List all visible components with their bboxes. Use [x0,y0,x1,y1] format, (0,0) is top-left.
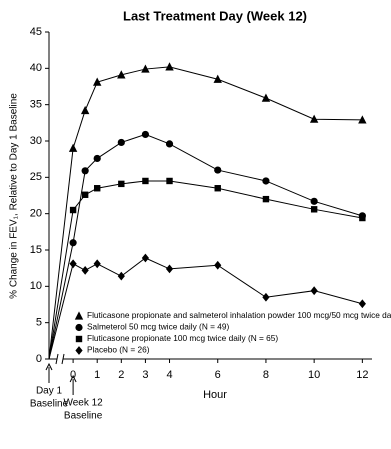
annotation: Baseline [30,399,69,410]
marker [141,130,150,139]
marker [69,259,77,269]
marker [262,195,270,203]
marker [310,197,318,205]
marker [93,259,101,269]
marker [359,214,366,222]
y-tick-label: 45 [30,26,42,38]
y-tick-label: 0 [36,353,42,365]
marker [214,166,222,174]
marker [81,265,89,275]
y-tick-label: 35 [30,99,42,111]
marker [142,177,149,185]
marker [141,253,150,263]
marker [93,77,102,86]
marker [81,191,89,198]
legend-marker [75,335,83,343]
marker [213,74,222,83]
marker [81,167,89,175]
legend-label: Placebo (N = 26) [87,345,150,355]
y-tick-label: 30 [30,135,42,147]
y-tick-label: 15 [30,244,42,256]
axis-break [55,353,59,365]
x-tick-label: 4 [166,369,172,381]
x-tick-label: 3 [142,369,148,381]
x-tick-label: 12 [356,369,368,381]
annotation: Week 12 [63,398,103,409]
marker [117,271,125,281]
axis-break [61,353,65,365]
marker [165,140,174,148]
marker [141,64,150,73]
x-axis-label: Hour [203,389,227,401]
marker [310,286,318,296]
y-tick-label: 20 [30,208,42,220]
marker [94,185,101,192]
marker [214,260,222,270]
x-tick-label: 1 [94,369,100,381]
marker [358,115,367,124]
x-tick-label: 8 [263,369,269,381]
marker [117,70,126,79]
marker [261,93,271,102]
y-axis-label: % Change in FEV₁, Relative to Day 1 Base… [9,93,20,299]
x-tick-label: 6 [215,369,221,381]
marker [117,138,125,147]
marker [165,264,174,274]
marker [80,105,90,115]
marker [262,292,270,302]
marker [69,206,77,214]
y-tick-label: 10 [30,280,42,292]
y-tick-label: 25 [30,171,42,183]
marker [69,239,77,247]
marker [68,143,78,152]
marker [214,185,221,192]
legend-marker [74,311,84,320]
chart-title: Last Treatment Day (Week 12) [123,8,307,23]
marker [358,299,366,309]
x-tick-label: 10 [308,369,320,381]
x-tick-label: 2 [118,369,124,381]
marker [310,206,318,213]
legend-marker [75,346,83,355]
marker [165,62,174,71]
annotation: Day 1 [36,386,63,397]
annotation-arrowhead [69,374,77,383]
annotation-arrowhead [45,362,53,371]
marker [118,180,125,188]
y-tick-label: 40 [30,62,42,74]
marker [309,114,319,123]
legend-label: Salmeterol 50 mcg twice daily (N = 49) [87,322,229,332]
marker [93,154,101,163]
y-tick-label: 5 [36,317,42,329]
legend-marker [75,323,83,332]
annotation: Baseline [64,411,103,422]
legend-label: Fluticasone propionate and salmeterol in… [87,310,391,320]
marker [262,177,270,185]
marker [166,177,173,185]
legend-label: Fluticasone propionate 100 mcg twice dai… [87,333,278,343]
